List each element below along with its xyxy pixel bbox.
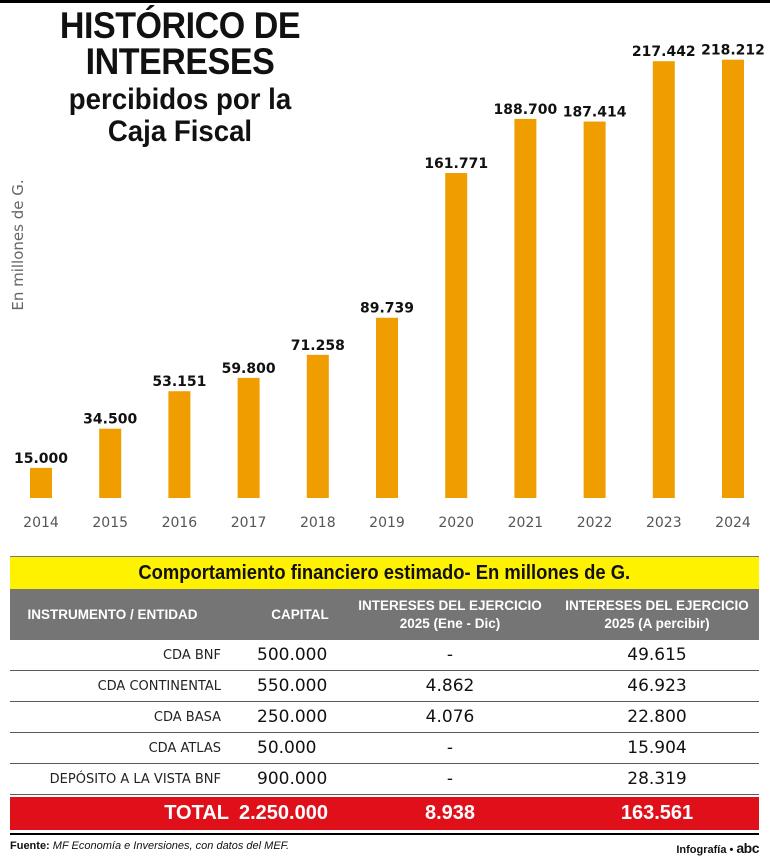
credit: Infografía • abc <box>676 840 759 856</box>
cell-interest-year: - <box>446 738 454 758</box>
header-interest-year: INTERESES DEL EJERCICIO 2025 (Ene - Dic) <box>345 597 555 633</box>
value-label-2019: 89.739 <box>360 301 414 317</box>
bar-2015 <box>99 428 122 498</box>
total-capital: 2.250.000 <box>239 802 328 824</box>
bar-2018 <box>306 354 329 498</box>
value-label-2017: 59.800 <box>222 361 276 377</box>
cell-entity: DEPÓSITO A LA VISTA BNF <box>49 771 221 787</box>
tick-label-2022: 2022 <box>577 515 613 531</box>
value-label-2023: 217.442 <box>632 44 696 60</box>
tick-label-2016: 2016 <box>162 515 198 531</box>
title-line-1: HISTÓRICO DE <box>59 5 301 46</box>
total-interest-pending: 163.561 <box>620 802 694 824</box>
y-axis-label: En millones de G. <box>9 179 27 311</box>
cell-interest-year: 4.076 <box>425 707 475 727</box>
cell-entity: CDA ATLAS <box>148 740 221 756</box>
value-label-2021: 188.700 <box>494 102 558 118</box>
cell-interest-pending: 28.319 <box>627 769 687 789</box>
value-label-2018: 71.258 <box>291 338 345 354</box>
cell-interest-year: - <box>446 769 454 789</box>
total-row: TOTAL 2.250.000 8.938 163.561 <box>10 797 759 830</box>
bottom-rule <box>10 833 759 835</box>
tick-label-2024: 2024 <box>715 515 751 531</box>
header-interest-year-line2: 2025 (Ene - Dic) <box>399 615 501 631</box>
total-label: TOTAL <box>164 802 229 824</box>
bar-2024 <box>722 59 744 498</box>
bar-2023 <box>652 61 675 498</box>
header-instrument: INSTRUMENTO / ENTIDAD <box>27 606 198 622</box>
cell-interest-pending: 46.923 <box>627 676 687 696</box>
cell-entity: CDA BNF <box>162 647 221 663</box>
bar-2016 <box>168 391 191 498</box>
cell-capital: 500.000 <box>257 645 328 665</box>
value-label-2020: 161.771 <box>424 156 488 172</box>
total-interest-year: 8.938 <box>424 802 476 824</box>
header-interest-year-line1: INTERESES DEL EJERCICIO <box>358 597 542 613</box>
financial-table: Comportamiento financiero estimado- En m… <box>10 556 759 830</box>
bar-2017 <box>237 377 260 498</box>
top-rule <box>0 0 770 3</box>
tick-label-2014: 2014 <box>23 515 59 531</box>
chart-title: HISTÓRICO DE INTERESES percibidos por la… <box>0 5 360 148</box>
subtitle-line-1: percibidos por la <box>68 83 292 116</box>
table-header: INSTRUMENTO / ENTIDAD CAPITAL INTERESES … <box>10 589 759 640</box>
bar-2021 <box>514 118 537 499</box>
value-label-2022: 187.414 <box>563 105 627 121</box>
cell-interest-pending: 49.615 <box>627 645 687 665</box>
tick-label-2019: 2019 <box>369 515 405 531</box>
value-label-2024: 218.212 <box>701 43 765 59</box>
table-title-text: Comportamiento financiero estimado- En m… <box>138 561 631 584</box>
tick-label-2015: 2015 <box>92 515 128 531</box>
cell-interest-year: - <box>446 645 454 665</box>
tick-label-2018: 2018 <box>300 515 336 531</box>
bar-2022 <box>583 121 606 498</box>
header-capital: CAPITAL <box>271 606 329 622</box>
header-interest-pending: INTERESES DEL EJERCICIO 2025 (A percibir… <box>555 597 759 633</box>
credit-text: Infografía • <box>676 844 734 856</box>
cell-interest-pending: 22.800 <box>627 707 687 727</box>
title-line-2: INTERESES <box>85 41 275 82</box>
table-row: CDA CONTINENTAL 550.000 4.862 46.923 <box>10 671 759 702</box>
header-interest-pending-line1: INTERESES DEL EJERCICIO <box>565 597 749 613</box>
table-row: DEPÓSITO A LA VISTA BNF 900.000 - 28.319 <box>10 764 759 795</box>
value-label-2015: 34.500 <box>83 412 137 428</box>
bar-2020 <box>445 173 468 499</box>
cell-interest-year: 4.862 <box>425 676 475 696</box>
source-label: Fuente: <box>10 840 50 852</box>
table-row: CDA ATLAS 50.000 - 15.904 <box>10 733 759 764</box>
cell-capital: 50.000 <box>257 738 317 758</box>
table-title: Comportamiento financiero estimado- En m… <box>10 556 759 589</box>
abc-logo: abc <box>736 840 759 856</box>
cell-entity: CDA CONTINENTAL <box>97 678 221 694</box>
table-row: CDA BASA 250.000 4.076 22.800 <box>10 702 759 733</box>
cell-capital: 550.000 <box>257 676 328 696</box>
subtitle-line-2: Caja Fiscal <box>107 115 253 148</box>
header-interest-pending-line2: 2025 (A percibir) <box>604 615 710 631</box>
cell-capital: 250.000 <box>257 707 328 727</box>
tick-label-2023: 2023 <box>646 515 682 531</box>
table-row: CDA BNF 500.000 - 49.615 <box>10 640 759 671</box>
cell-interest-pending: 15.904 <box>627 738 687 758</box>
tick-label-2021: 2021 <box>508 515 544 531</box>
value-label-2016: 53.151 <box>152 374 206 390</box>
cell-capital: 900.000 <box>257 769 328 789</box>
bar-2014 <box>30 467 52 498</box>
tick-label-2020: 2020 <box>438 515 474 531</box>
footer: Fuente: MF Economía e Inversiones, con d… <box>10 840 759 856</box>
cell-entity: CDA BASA <box>153 709 221 725</box>
tick-label-2017: 2017 <box>231 515 267 531</box>
bar-chart: 15.000 2014 34.500 2015 53.151 2016 59.800 2017… <box>14 43 765 531</box>
value-label-2014: 15.000 <box>14 451 68 467</box>
source-text: MF Economía e Inversiones, con datos del… <box>52 840 290 852</box>
bar-2019 <box>376 317 398 498</box>
